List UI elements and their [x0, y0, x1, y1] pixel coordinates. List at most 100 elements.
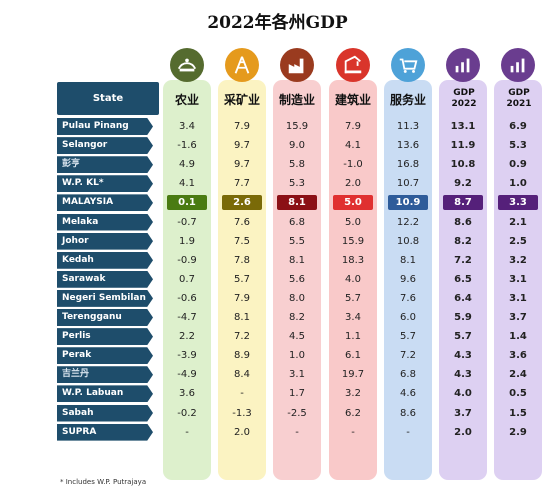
value-cell: 5.0 — [344, 197, 362, 209]
value-cell: 6.8 — [289, 216, 305, 228]
value-cell: 6.5 — [454, 273, 472, 285]
value-cell: 5.7 — [234, 273, 250, 285]
value-cell: 0.5 — [509, 388, 527, 400]
value-cell: 7.2 — [454, 254, 472, 266]
value-cell: 8.6 — [454, 216, 472, 228]
value-cell: 5.8 — [289, 159, 305, 171]
value-cell: 5.5 — [289, 235, 305, 247]
value-cell: 2.6 — [233, 197, 251, 209]
value-cell: 1.9 — [179, 235, 195, 247]
highlight-box — [167, 195, 207, 211]
value-cell: 4.1 — [179, 178, 195, 190]
table-row: SUPRA - 2.0 - - - 2.0 2.9 — [0, 423, 555, 442]
table-row: MALAYSIA 0.1 2.6 8.1 5.0 10.9 8.7 3.3 — [0, 194, 555, 212]
value-cell: 8.2 — [289, 312, 305, 323]
state-name: 彭亨 — [57, 156, 153, 174]
value-cell: 5.7 — [400, 331, 416, 343]
value-cell: 3.2 — [509, 254, 527, 266]
value-cell: 5.6 — [289, 273, 305, 285]
value-cell: 7.8 — [234, 254, 250, 266]
value-cell: 2.5 — [509, 235, 527, 247]
value-cell: 4.0 — [345, 273, 361, 285]
value-cell: 9.7 — [234, 159, 250, 171]
value-cell: 9.0 — [289, 140, 305, 152]
value-cell: 9.2 — [454, 178, 472, 190]
column-background — [329, 80, 377, 480]
value-cell: 4.3 — [454, 369, 472, 381]
page-title: 2022年各州GDP — [207, 13, 348, 33]
value-cell: 2.9 — [509, 426, 527, 438]
value-cell: - — [185, 426, 189, 438]
table-row: Perak -3.9 8.9 1.0 6.1 7.2 4.3 3.6 — [0, 347, 555, 365]
value-cell: 10.7 — [396, 178, 420, 190]
state-name: W.P. Labuan — [57, 385, 153, 403]
state-name: Kedah — [57, 251, 153, 269]
value-cell: 11.9 — [450, 140, 476, 152]
value-cell: -1.3 — [232, 407, 252, 419]
value-cell: 8.6 — [400, 407, 416, 419]
value-cell: 7.6 — [400, 292, 416, 304]
value-cell: 3.7 — [454, 407, 472, 419]
value-cell: 8.1 — [400, 254, 416, 266]
value-cell: 7.2 — [234, 331, 250, 343]
highlight-box — [498, 195, 538, 211]
table-row: 吉兰丹 -4.9 8.4 3.1 19.7 6.8 4.3 2.4 — [0, 366, 555, 384]
value-cell: 7.9 — [345, 121, 361, 132]
value-cell: 8.9 — [234, 350, 250, 362]
column-header-line: 2021 — [506, 99, 532, 109]
value-cell: 3.1 — [509, 273, 527, 285]
state-name: MALAYSIA — [57, 194, 153, 212]
construction-icon — [336, 48, 370, 82]
state-name: W.P. KL* — [57, 175, 153, 193]
value-cell: -0.9 — [177, 254, 197, 266]
column-header: 服务业 — [389, 92, 426, 107]
state-name: Johor — [57, 232, 153, 250]
value-cell: 3.2 — [345, 388, 361, 400]
value-cell: 6.2 — [345, 407, 361, 419]
value-cell: 13.6 — [396, 140, 420, 152]
value-cell: 3.6 — [179, 388, 195, 400]
value-cell: 5.9 — [454, 312, 472, 323]
value-cell: 2.0 — [454, 426, 472, 438]
table-row: Melaka -0.7 7.6 6.8 5.0 12.2 8.6 2.1 — [0, 213, 555, 232]
state-name: 吉兰丹 — [57, 366, 153, 384]
table-row: W.P. Labuan 3.6 - 1.7 3.2 4.6 4.0 0.5 — [0, 385, 555, 403]
mining-icon — [225, 48, 259, 82]
column-background — [273, 80, 321, 480]
table-row: Selangor -1.6 9.7 9.0 4.1 13.6 11.9 5.3 — [0, 137, 555, 155]
value-cell: 3.6 — [509, 350, 527, 362]
value-cell: - — [406, 426, 410, 438]
column-background — [384, 80, 432, 480]
table-row: Perlis 2.2 7.2 4.5 1.1 5.7 5.7 1.4 — [0, 328, 555, 346]
services-icon — [391, 48, 425, 82]
chart-icon — [501, 48, 535, 82]
factory-icon — [280, 48, 314, 82]
value-cell: 7.5 — [234, 235, 250, 247]
table-row: 彭亨 4.9 9.7 5.8 -1.0 16.8 10.8 0.9 — [0, 156, 555, 174]
value-cell: -4.7 — [177, 312, 197, 323]
value-cell: 4.0 — [454, 388, 472, 400]
value-cell: 8.4 — [234, 369, 250, 381]
table-row: Johor 1.9 7.5 5.5 15.9 10.8 8.2 2.5 — [0, 232, 555, 251]
value-cell: 5.7 — [345, 292, 361, 304]
highlight-box — [222, 195, 262, 211]
value-cell: 6.8 — [400, 369, 416, 381]
table-row: Sarawak 0.7 5.7 5.6 4.0 9.6 6.5 3.1 — [0, 270, 555, 289]
table-row: Sabah -0.2 -1.3 -2.5 6.2 8.6 3.7 1.5 — [0, 404, 555, 423]
column-header: 采矿业 — [223, 92, 260, 107]
footnote: * Includes W.P. Putrajaya — [60, 478, 147, 486]
state-name: Perak — [57, 347, 153, 365]
value-cell: 13.1 — [450, 121, 476, 132]
table-row: Terengganu -4.7 8.1 8.2 3.4 6.0 5.9 3.7 — [0, 309, 555, 327]
value-cell: 10.8 — [450, 159, 476, 171]
value-cell: 3.4 — [179, 121, 195, 132]
value-cell: 8.1 — [234, 312, 250, 323]
table-row: W.P. KL* 4.1 7.7 5.3 2.0 10.7 9.2 1.0 — [0, 175, 555, 193]
column-header-gdp2022: GDP 2022 — [439, 88, 489, 110]
state-column-header: State — [57, 82, 159, 115]
value-cell: 3.4 — [345, 312, 361, 323]
value-cell: 6.4 — [454, 292, 472, 304]
value-cell: 3.7 — [509, 312, 527, 323]
value-cell: 7.6 — [234, 216, 250, 228]
value-cell: 1.1 — [345, 331, 361, 343]
